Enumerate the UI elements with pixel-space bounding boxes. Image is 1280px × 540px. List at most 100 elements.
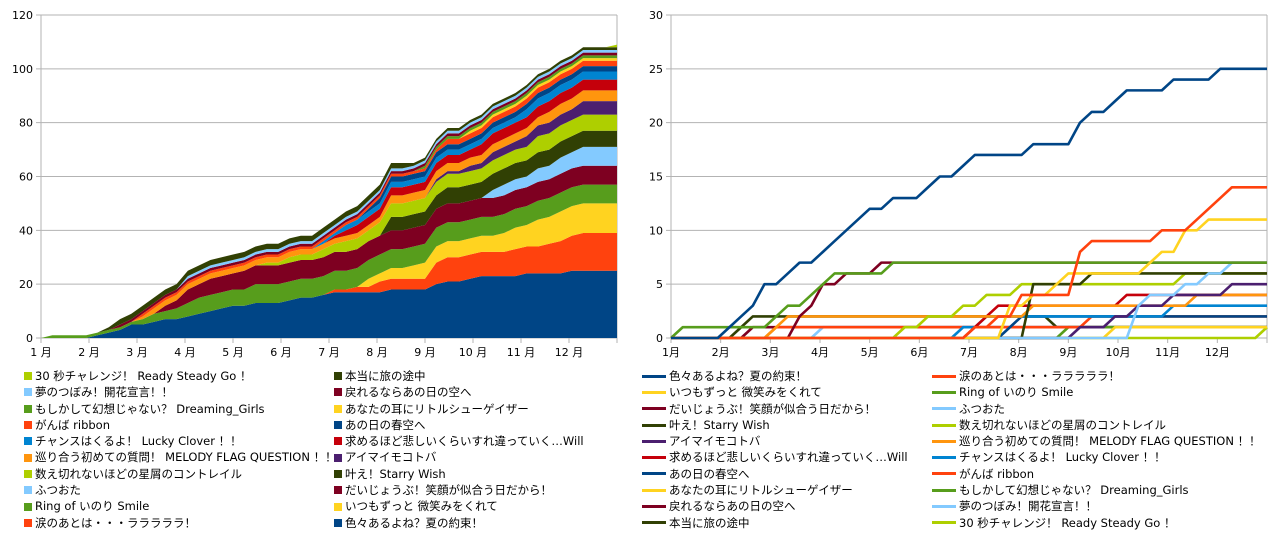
legend-swatch-line-icon (642, 472, 666, 476)
y-tick-label: 0 (656, 332, 663, 345)
legend-label: 30 秒チャレンジ！ Ready Steady Go ！ (959, 515, 1176, 530)
x-tick-label: 3月 (761, 346, 779, 359)
x-tick-label: 6月 (910, 346, 928, 359)
legend-swatch-square-icon (24, 518, 32, 527)
stacked-area-chart: 0 20 40 60 80 100 120 1 月 2 月 3 月 4 月 5 月 6 月 7 月 8 月 9… (12, 9, 618, 359)
area-series (41, 47, 617, 339)
legend-item: 色々あるよね？夏の約束！ (334, 515, 634, 531)
x-tick-label: 1 月 (30, 346, 52, 359)
legend-swatch-line-icon (932, 472, 956, 476)
legend-label: 本当に旅の途中 (669, 515, 750, 530)
legend-swatch-line-icon (642, 488, 666, 492)
legend-swatch-square-icon (334, 404, 342, 413)
x-tick-label: 2 月 (78, 346, 100, 359)
legend-item: 数え切れないほどの星屑のコントレイル (24, 466, 334, 482)
legend-item: アイマイモコトバ (334, 449, 634, 465)
legend-swatch-square-icon (24, 372, 32, 381)
legend-item: もしかして幻想じゃない？ Dreaming_Girls (24, 401, 334, 417)
stacked-area-chart-panel: 0 20 40 60 80 100 120 1 月 2 月 3 月 4 月 5 月 6 月 7 月 8 月 9… (12, 9, 634, 531)
legend-item: ふつおた (932, 401, 1272, 417)
legend-swatch-square-icon (24, 437, 32, 446)
legend-swatch-square-icon (334, 502, 342, 511)
legend-swatch-line-icon (932, 407, 956, 411)
legend-item: だいじょうぶ！笑顔が似合う日だから！ (642, 401, 932, 417)
legend-swatch-line-icon (932, 456, 956, 460)
y-tick-label: 80 (19, 117, 33, 130)
legend-label: 数え切れないほどの星屑のコントレイル (959, 417, 1166, 432)
legend-swatch-line-icon (932, 390, 956, 394)
legend-item: 叶え！Starry Wish (642, 417, 932, 433)
legend-label: 戻れるならあの日の空へ (345, 385, 472, 400)
legend-swatch-line-icon (932, 423, 956, 427)
legend-swatch-square-icon (24, 502, 32, 511)
legend-item: 涙のあとは・・・ラララララ！ (932, 368, 1272, 384)
x-tick-label: 9月 (1059, 346, 1077, 359)
legend-item: がんば ribbon (932, 466, 1272, 482)
legend-swatch-square-icon (334, 486, 342, 495)
line-series (671, 293, 1267, 340)
area-series (41, 90, 617, 338)
legend-swatch-line-icon (642, 374, 666, 378)
legend-item: 本当に旅の途中 (642, 515, 932, 531)
legend-label: Ring of いのり Smile (959, 385, 1074, 400)
legend-item: 涙のあとは・・・ラララララ！ (24, 515, 334, 531)
line-series (671, 185, 1267, 340)
legend-item: 戻れるならあの日の空へ (334, 384, 634, 400)
legend-item: 数え切れないほどの星屑のコントレイル (932, 417, 1272, 433)
legend-label: 色々あるよね？夏の約束！ (669, 369, 807, 383)
y-tick-label: 120 (12, 9, 33, 22)
legend-swatch-square-icon (334, 421, 342, 430)
y-tick-label: 5 (656, 278, 663, 291)
legend-swatch-square-icon (334, 453, 342, 462)
y-tick-label: 20 (649, 117, 663, 130)
legend-item: あなたの耳にリトルシューゲイザー (334, 401, 634, 417)
x-tick-label: 11月 (1155, 346, 1180, 359)
legend-label: だいじょうぶ！笑顔が似合う日だから！ (345, 483, 552, 498)
line-chart-panel: 0 5 10 15 20 25 30 1月 2月 3月 4月 5月 6月 7月 8月 9月 10月 11月 12月 … (640, 0, 1280, 540)
y-tick-label: 30 (649, 9, 663, 22)
legend-label: 色々あるよね？夏の約束！ (345, 515, 483, 530)
legend-label: チャンスはくるよ！ Lucky Clover ！！ (35, 434, 242, 449)
legend-item: 叶え！Starry Wish (334, 466, 634, 482)
legend-swatch-line-icon (642, 456, 666, 460)
x-tick-label: 11 月 (507, 346, 536, 359)
x-tick-label: 7 月 (318, 346, 340, 359)
legend-label: あの日の春空へ (345, 417, 426, 432)
x-tick-label: 7月 (960, 346, 978, 359)
y-tick-label: 25 (649, 63, 663, 76)
legend-swatch-line-icon (932, 521, 956, 525)
legend-item: アイマイモコトバ (642, 433, 932, 449)
y-tick-label: 20 (19, 278, 33, 291)
legend-item: 本当に旅の途中 (334, 368, 634, 384)
line-chart: 0 5 10 15 20 25 30 1月 2月 3月 4月 5月 6月 7月 8月 9月 10月 11月 12月 (649, 9, 1268, 359)
legend-label: あなたの耳にリトルシューゲイザー (345, 401, 529, 416)
legend-item: 巡り合う初めての質問！ MELODY FLAG QUESTION ！！ (24, 449, 337, 465)
legend-item: 夢のつぼみ！開花宣言！！ (24, 384, 334, 400)
legend-item: あの日の春空へ (334, 417, 634, 433)
area-series (41, 146, 617, 338)
legend-label: だいじょうぶ！笑顔が似合う日だから！ (669, 401, 876, 416)
legend-item: 求めるほど悲しいくらいすれ違っていく…Will (334, 433, 634, 449)
legend-swatch-square-icon (334, 372, 342, 381)
legend-item: Ring of いのり Smile (24, 498, 334, 514)
legend-swatch-square-icon (24, 453, 32, 462)
legend-item: 求めるほど悲しいくらいすれ違っていく…Will (642, 449, 932, 465)
legend-label: 巡り合う初めての質問！ MELODY FLAG QUESTION ！！ (959, 434, 1261, 449)
x-tick-label: 8 月 (366, 346, 388, 359)
legend-item: Ring of いのり Smile (932, 384, 1272, 400)
legend-swatch-line-icon (642, 423, 666, 427)
legend-label: 叶え！Starry Wish (345, 466, 446, 481)
line-series (671, 67, 1267, 340)
legend-item: チャンスはくるよ！ Lucky Clover ！！ (24, 433, 334, 449)
area-series (41, 233, 617, 338)
legend-swatch-square-icon (24, 404, 32, 413)
legend-item: チャンスはくるよ！ Lucky Clover ！！ (932, 449, 1272, 465)
legend-label: 求めるほど悲しいくらいすれ違っていく…Will (345, 434, 584, 449)
y-tick-label: 40 (19, 224, 33, 237)
area-series (41, 270, 617, 338)
legend-swatch-line-icon (932, 505, 956, 509)
legend-item: ふつおた (24, 482, 334, 498)
legend-item: あの日の春空へ (642, 466, 932, 482)
legend-label: あなたの耳にリトルシューゲイザー (669, 483, 853, 498)
legend-swatch-square-icon (24, 469, 32, 478)
